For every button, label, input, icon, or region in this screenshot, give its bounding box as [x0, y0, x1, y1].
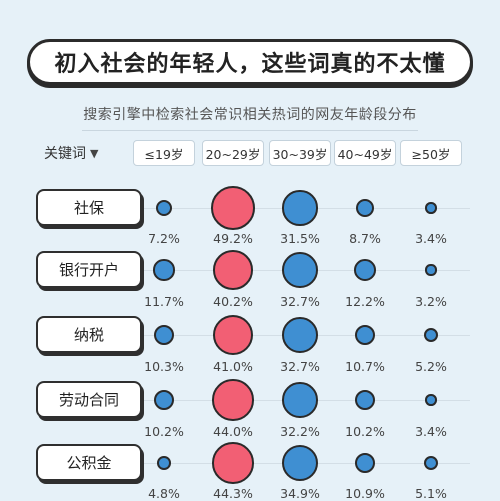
data-bubble: [282, 190, 318, 226]
data-bubble: [153, 324, 175, 346]
data-bubble: [282, 252, 318, 288]
data-bubble: [212, 379, 254, 421]
subtitle-divider: [82, 130, 418, 131]
caret-down-icon: ▼: [90, 146, 99, 160]
value-label: 10.2%: [345, 424, 385, 439]
data-bubble: [354, 324, 376, 346]
data-bubble: [212, 442, 254, 484]
keyword-tag[interactable]: 银行开户: [36, 251, 142, 288]
value-label: 31.5%: [280, 231, 320, 246]
data-bubble: [425, 394, 437, 406]
data-bubble: [355, 390, 375, 410]
value-label: 49.2%: [213, 231, 253, 246]
value-label: 10.7%: [345, 359, 385, 374]
data-bubble: [213, 250, 253, 290]
value-label: 32.7%: [280, 294, 320, 309]
value-label: 40.2%: [213, 294, 253, 309]
value-label: 11.7%: [144, 294, 184, 309]
data-bubble: [157, 456, 171, 470]
value-label: 5.1%: [415, 486, 447, 501]
data-bubble: [355, 198, 375, 218]
keyword-tag[interactable]: 纳税: [36, 316, 142, 353]
column-header[interactable]: 20~29岁: [202, 140, 264, 166]
keyword-tag[interactable]: 劳动合同: [36, 381, 142, 418]
keyword-tag[interactable]: 公积金: [36, 444, 142, 481]
value-label: 3.2%: [415, 294, 447, 309]
data-bubble: [423, 327, 439, 343]
data-bubble: [425, 264, 437, 276]
value-label: 10.2%: [144, 424, 184, 439]
data-bubble: [155, 199, 173, 217]
data-bubble: [354, 259, 376, 281]
value-label: 12.2%: [345, 294, 385, 309]
data-bubble: [153, 259, 175, 281]
value-label: 10.9%: [345, 486, 385, 501]
value-label: 3.4%: [415, 424, 447, 439]
value-label: 44.0%: [213, 424, 253, 439]
column-header[interactable]: ≤19岁: [133, 140, 195, 166]
value-label: 32.2%: [280, 424, 320, 439]
value-label: 3.4%: [415, 231, 447, 246]
column-header[interactable]: 30~39岁: [269, 140, 331, 166]
data-bubble: [211, 186, 255, 230]
value-label: 34.9%: [280, 486, 320, 501]
keyword-label: 关键词: [44, 146, 86, 162]
data-bubble: [425, 202, 437, 214]
data-bubble: [423, 455, 439, 471]
value-label: 7.2%: [148, 231, 180, 246]
data-bubble: [281, 444, 319, 482]
value-label: 10.3%: [144, 359, 184, 374]
page-title: 初入社会的年轻人，这些词真的不太懂: [54, 52, 446, 77]
value-label: 5.2%: [415, 359, 447, 374]
column-header[interactable]: ≥50岁: [400, 140, 462, 166]
data-bubble: [282, 317, 318, 353]
title-banner: 初入社会的年轻人，这些词真的不太懂: [27, 39, 473, 85]
value-label: 41.0%: [213, 359, 253, 374]
data-bubble: [212, 314, 253, 355]
data-bubble: [354, 452, 376, 474]
value-label: 8.7%: [349, 231, 381, 246]
keyword-tag[interactable]: 社保: [36, 189, 142, 226]
subtitle: 搜索引擎中检索社会常识相关热词的网友年龄段分布: [83, 107, 417, 123]
data-bubble: [282, 382, 318, 418]
value-label: 32.7%: [280, 359, 320, 374]
data-bubble: [154, 390, 174, 410]
keyword-dropdown[interactable]: 关键词 ▼: [44, 143, 98, 163]
value-label: 44.3%: [213, 486, 253, 501]
value-label: 4.8%: [148, 486, 180, 501]
column-header[interactable]: 40~49岁: [334, 140, 396, 166]
